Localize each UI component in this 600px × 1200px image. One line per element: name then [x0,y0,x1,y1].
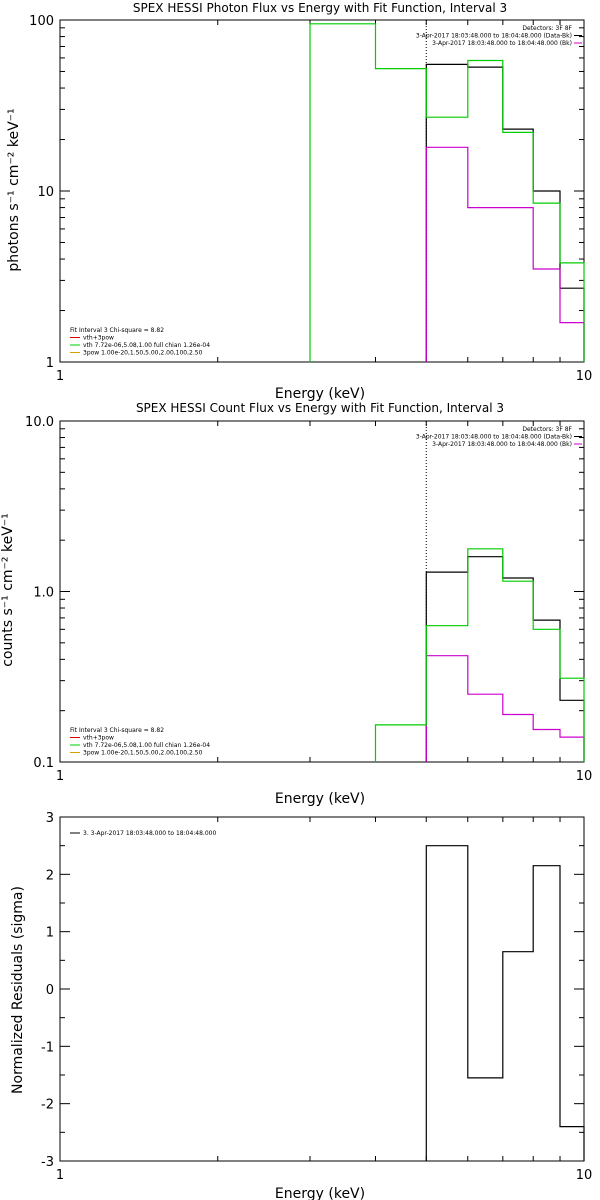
photon-flux-legend-left-text: vth+3pow [83,335,114,342]
residuals-y-tick-label: -2 [41,1098,54,1113]
count-flux-panel: SPEX HESSI Count Flux vs Energy with Fit… [0,401,592,807]
count-flux-legend-left-text: vth 7.72e-06,5.08,1.00 full chian 1.26e-… [83,742,210,749]
photon-flux-series-line-0 [425,63,585,362]
count-flux-x-tick-label: 10 [576,769,593,784]
residuals-plot-frame [59,816,585,1162]
photon-flux-legend-left-text: 3pow 1.00e-20,1.50,5.00,2.00,100,2.50 [83,350,203,357]
count-flux-ylabel: counts s⁻¹ cm⁻² keV⁻¹ [0,513,16,667]
residuals-series-line-0 [425,845,585,1161]
count-flux-legend-right-text: 3-Apr-2017 18:03:48.000 to 18:04:48.000 … [416,434,572,441]
photon-flux-legend-right-text: 3-Apr-2017 18:03:48.000 to 18:04:48.000 … [432,40,572,47]
photon-flux-legend-right-text: 3-Apr-2017 18:03:48.000 to 18:04:48.000 … [416,33,572,40]
count-flux-y-tick-label: 0.1 [33,756,54,771]
photon-flux-legend-right-text: Detectors: 3F 8F [522,25,572,32]
residuals-x-tick-label: 1 [56,1168,64,1183]
photon-flux-y-tick-label: 10 [37,185,54,200]
count-flux-legend-right-text: Detectors: 3F 8F [522,426,572,433]
photon-flux-title: SPEX HESSI Photon Flux vs Energy with Fi… [133,1,507,15]
photon-flux-ylabel: photons s⁻¹ cm⁻² keV⁻¹ [6,108,22,271]
residuals-ylabel: Normalized Residuals (sigma) [10,886,26,1094]
photon-flux-plot-frame [59,19,585,363]
residuals-y-tick-label: -1 [41,1040,54,1055]
residuals-y-tick-label: 3 [46,811,54,826]
photon-flux-x-tick-label: 1 [56,369,64,384]
count-flux-legend-right-text: 3-Apr-2017 18:03:48.000 to 18:04:48.000 … [432,441,572,448]
photon-flux-panel: SPEX HESSI Photon Flux vs Energy with Fi… [6,1,592,402]
count-flux-series-line-1 [425,655,585,762]
photon-flux-legend-left-text: vth 7.72e-06,5.08,1.00 full chian 1.26e-… [83,342,210,349]
residuals-y-tick-label: 0 [46,983,54,998]
count-flux-legend-left-header: Fit Interval 3 Chi-square = 8.82 [70,727,164,734]
photon-flux-y-tick-label: 100 [29,14,54,29]
count-flux-legend-left-text: 3pow 1.00e-20,1.50,5.00,2.00,100,2.50 [83,750,203,757]
residuals-x-tick-label: 10 [576,1168,593,1183]
residuals-y-tick-label: 1 [46,926,54,941]
residuals-panel: Energy (keV) Normalized Residuals (sigma… [10,811,592,1200]
photon-flux-series-line-2 [309,23,585,362]
count-flux-x-tick-label: 1 [56,769,64,784]
count-flux-xlabel: Energy (keV) [275,791,365,807]
photon-flux-y-tick-label: 1 [46,356,54,371]
photon-flux-x-tick-label: 10 [576,369,593,384]
photon-flux-legend-left-header: Fit Interval 3 Chi-square = 8.82 [70,327,164,334]
residuals-y-tick-label: -3 [41,1155,54,1170]
count-flux-y-tick-label: 10.0 [25,415,54,430]
residuals-y-tick-label: 2 [46,868,54,883]
photon-flux-xlabel: Energy (keV) [275,386,365,402]
count-flux-series-line-2 [374,548,585,762]
count-flux-series-line-0 [425,556,585,762]
count-flux-plot-frame [59,420,585,763]
count-flux-legend-left-text: vth+3pow [83,735,114,742]
count-flux-title: SPEX HESSI Count Flux vs Energy with Fit… [136,401,504,415]
residuals-legend-left-text: 3. 3-Apr-2017 18:03:48.000 to 18:04:48.0… [83,830,216,837]
residuals-xlabel: Energy (keV) [275,1186,365,1200]
photon-flux-series-line-1 [425,146,585,362]
count-flux-y-tick-label: 1.0 [33,586,54,601]
